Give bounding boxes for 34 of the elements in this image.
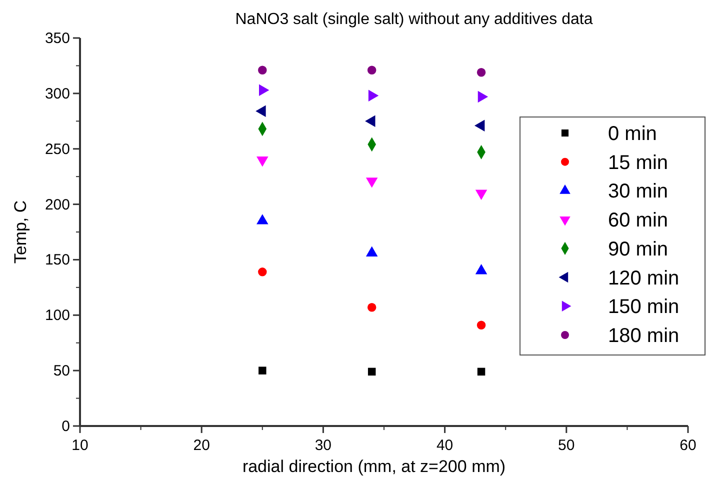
legend-label: 0 min (608, 123, 657, 145)
point (476, 68, 486, 77)
point (258, 268, 267, 276)
legend-label: 30 min (608, 180, 668, 203)
y-tick-label: 200 (44, 196, 70, 214)
y-tick-label: 250 (44, 140, 70, 158)
x-tick-label: 20 (193, 437, 210, 454)
y-tick-label: 0 (62, 418, 70, 435)
point (258, 366, 266, 374)
point (367, 66, 376, 75)
y-tick-label: 100 (44, 307, 70, 324)
y-tick-label: 50 (53, 362, 70, 380)
x-axis-title: radial direction (mm, at z=200 mm) (242, 457, 506, 476)
point (258, 66, 267, 75)
legend-label: 180 min (608, 325, 680, 347)
legend-label: 120 min (608, 267, 680, 290)
legend-label: 150 min (608, 296, 680, 318)
point (476, 320, 486, 330)
point (477, 368, 486, 376)
y-axis-title: Temp, C (11, 200, 30, 264)
x-tick-label: 30 (314, 437, 332, 454)
x-tick-label: 50 (558, 437, 575, 454)
legend-label: 90 min (608, 238, 668, 260)
point (367, 303, 376, 312)
y-tick-label: 350 (44, 30, 70, 47)
point (368, 368, 376, 376)
y-tick-label: 300 (44, 85, 70, 102)
y-tick-label: 150 (44, 252, 70, 269)
x-tick-label: 60 (680, 437, 696, 454)
legend-label: 15 min (608, 152, 668, 174)
x-tick-label: 10 (72, 437, 88, 454)
chart-title: NaNO3 salt (single salt) without any additives data (235, 11, 593, 28)
legend-label: 60 min (608, 210, 668, 232)
x-tick-label: 40 (436, 437, 454, 454)
